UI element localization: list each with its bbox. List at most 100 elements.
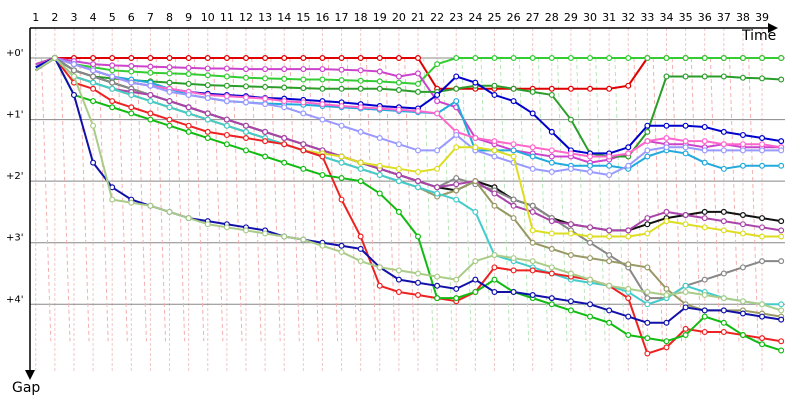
data-point <box>415 168 422 175</box>
data-point <box>720 270 727 277</box>
data-point <box>663 54 670 61</box>
data-point <box>395 165 402 172</box>
x-axis-label: Time <box>741 28 776 44</box>
x-tick-label: 10 <box>201 11 215 24</box>
x-tick-label: 2 <box>51 11 58 24</box>
data-point <box>472 79 479 86</box>
data-point <box>587 168 594 175</box>
data-point <box>223 54 230 61</box>
x-tick-label: 21 <box>411 11 425 24</box>
data-point <box>109 98 116 105</box>
data-point <box>434 98 441 105</box>
data-point <box>357 67 364 74</box>
data-point <box>281 141 288 148</box>
x-tick-label: 6 <box>128 11 135 24</box>
x-tick-label: 9 <box>185 11 192 24</box>
data-point <box>548 245 555 252</box>
series-path <box>35 57 782 355</box>
data-point <box>109 54 116 61</box>
data-point <box>472 258 479 265</box>
lap-diagonal-line <box>346 57 358 342</box>
data-point <box>663 338 670 345</box>
data-point <box>434 91 441 98</box>
data-point <box>147 54 154 61</box>
x-tick-label: 11 <box>220 11 234 24</box>
data-point <box>90 98 97 105</box>
data-point <box>415 88 422 95</box>
data-point <box>472 135 479 142</box>
x-tick-label: 24 <box>468 11 482 24</box>
x-tick-label: 35 <box>679 11 693 24</box>
y-tick-label: +0' <box>6 48 24 59</box>
lap-diagonal-line <box>212 57 224 342</box>
data-point <box>759 341 766 348</box>
lap-diagonal-line <box>709 57 721 342</box>
data-point <box>529 110 536 117</box>
data-point <box>223 141 230 148</box>
data-point <box>338 54 345 61</box>
data-point <box>587 313 594 320</box>
data-point <box>701 208 708 215</box>
x-tick-label: 34 <box>659 11 673 24</box>
data-point <box>376 78 383 85</box>
data-point <box>242 83 249 90</box>
data-point <box>491 54 498 61</box>
data-point <box>587 85 594 92</box>
data-point <box>682 221 689 228</box>
data-point <box>415 54 422 61</box>
data-point <box>720 128 727 135</box>
data-point <box>644 230 651 237</box>
data-point <box>453 144 460 151</box>
data-point <box>701 73 708 80</box>
data-point <box>663 144 670 151</box>
lap-diagonal-line <box>174 57 186 342</box>
data-point <box>663 319 670 326</box>
data-point <box>759 141 766 148</box>
data-point <box>166 116 173 123</box>
data-point <box>357 258 364 265</box>
data-point <box>223 224 230 231</box>
data-point <box>242 122 249 129</box>
data-point <box>567 270 574 277</box>
data-point <box>778 233 785 240</box>
data-point <box>242 94 249 101</box>
x-tick-label: 27 <box>526 11 540 24</box>
lap-diagonal-line <box>461 57 472 342</box>
data-point <box>759 313 766 320</box>
data-point <box>567 298 574 305</box>
data-point <box>204 82 211 89</box>
data-point <box>778 54 785 61</box>
series-path <box>35 57 782 306</box>
x-tick-label: 16 <box>315 11 329 24</box>
data-point <box>759 335 766 342</box>
lap-diagonal-line <box>79 57 90 342</box>
data-point <box>529 54 536 61</box>
data-point <box>739 230 746 237</box>
data-point <box>262 75 269 82</box>
x-tick-label: 18 <box>354 11 368 24</box>
data-point <box>223 116 230 123</box>
data-point <box>357 178 364 185</box>
data-point <box>759 147 766 154</box>
data-point <box>739 141 746 148</box>
data-point <box>166 88 173 95</box>
data-point <box>434 110 441 117</box>
data-point <box>90 67 97 74</box>
data-point <box>453 285 460 292</box>
data-point <box>625 150 632 157</box>
x-tick-label: 13 <box>258 11 272 24</box>
data-point <box>759 54 766 61</box>
data-point <box>357 128 364 135</box>
data-point <box>529 292 536 299</box>
lap-diagonal-line <box>289 57 300 342</box>
data-point <box>434 295 441 302</box>
data-point <box>147 69 154 76</box>
data-point <box>70 61 77 68</box>
lap-diagonal-line <box>614 57 625 342</box>
data-point <box>453 73 460 80</box>
data-point <box>587 255 594 262</box>
data-point <box>376 68 383 75</box>
lap-diagonal-line <box>60 57 71 342</box>
data-point <box>204 128 211 135</box>
data-point <box>548 54 555 61</box>
